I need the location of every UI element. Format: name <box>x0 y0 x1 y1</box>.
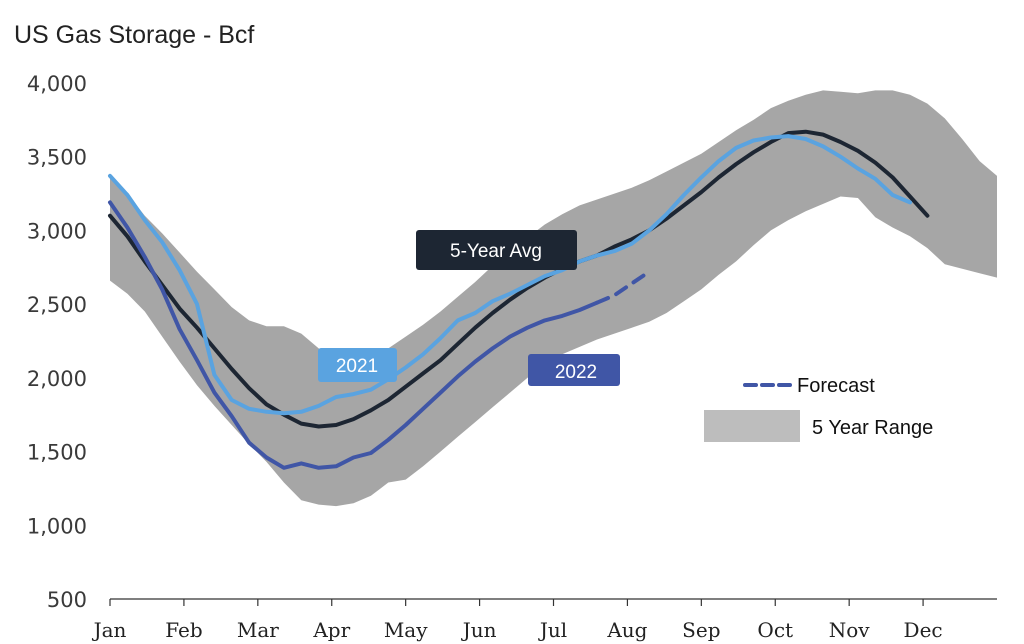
y-tick-label: 4,000 <box>27 72 87 96</box>
series-2021-line <box>108 134 912 416</box>
chart-title: US Gas Storage - Bcf <box>14 21 254 49</box>
x-tick-label: Jun <box>461 618 497 642</box>
x-tick-label: Apr <box>312 618 350 642</box>
annotation-2022: 2022 <box>528 354 620 386</box>
annotation-5yr-avg: 5-Year Avg <box>416 230 577 270</box>
y-tick-label: 1,000 <box>27 514 87 538</box>
annotation-2021-box <box>318 348 397 382</box>
annotation-2022-text: 2022 <box>555 362 597 383</box>
y-tick-label: 3,500 <box>27 146 87 170</box>
legend-forecast-label: Forecast <box>797 375 875 397</box>
y-tick-label: 1,500 <box>27 441 87 465</box>
y-tick-label: 3,000 <box>27 219 87 243</box>
annotation-5yr-avg-text: 5-Year Avg <box>450 241 542 262</box>
x-tick-label: Jul <box>538 618 567 642</box>
annotation-2021: 2021 <box>318 348 397 382</box>
x-tick-label: Nov <box>829 618 871 642</box>
series-forecast-line <box>595 269 652 305</box>
x-tick-label: Jan <box>92 618 127 642</box>
y-tick-label: 2,000 <box>27 367 87 391</box>
axes: 500 1,000 1,500 2,000 2,500 3,000 3,500 4,000 Ja… <box>27 72 997 642</box>
annotation-5yr-avg-box <box>416 230 577 270</box>
x-tick-label: Oct <box>757 618 793 642</box>
legend-range-label: 5 Year Range <box>812 417 933 439</box>
x-tick-label: May <box>384 618 428 642</box>
y-tick-label: 500 <box>47 588 87 612</box>
series-2022-line <box>108 200 599 470</box>
x-tick-label: Dec <box>904 618 943 642</box>
five-year-range-band <box>110 90 997 507</box>
y-tick-label: 2,500 <box>27 293 87 317</box>
legend-range-swatch <box>704 410 800 442</box>
x-tick-label: Feb <box>165 618 202 642</box>
legend: Forecast 5 Year Range <box>704 375 933 442</box>
series-lines <box>108 129 930 470</box>
annotation-2021-text: 2021 <box>336 356 378 377</box>
x-tick-label: Mar <box>237 618 279 642</box>
annotation-2022-box <box>528 354 620 386</box>
x-tick-label: Sep <box>682 618 720 642</box>
five-year-range-band-layer <box>110 90 997 507</box>
x-tick-label: Aug <box>606 618 647 642</box>
series-5yr-avg-line <box>108 129 930 429</box>
